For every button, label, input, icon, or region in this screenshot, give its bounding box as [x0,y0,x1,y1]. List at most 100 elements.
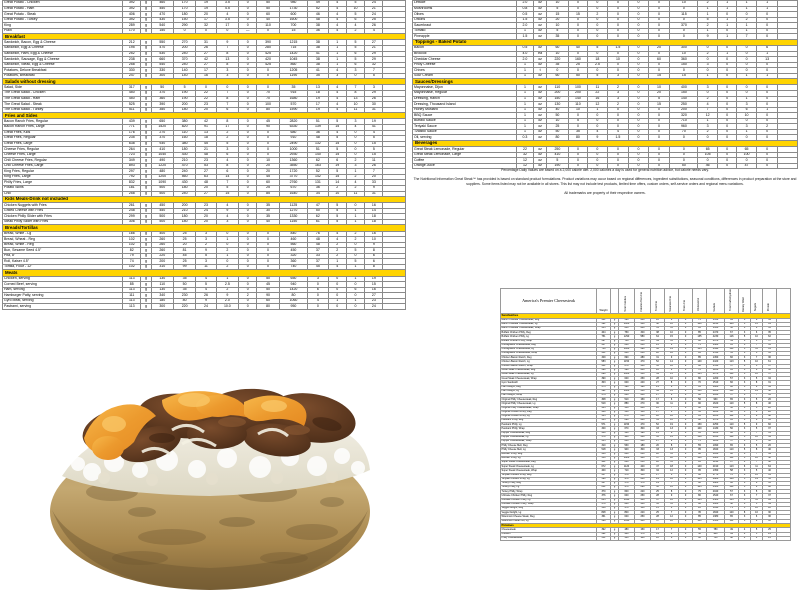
value-cell: 17 [195,67,217,74]
table-row: Philly Cheesesteak 311 g 500 180 20 8 0 60 740 48 4… [500,535,791,541]
value-cell: 289 [122,22,142,29]
table-section-header: Salads without dressing [2,78,406,86]
column-header-2: Calories from Fat [634,288,651,314]
table-row: Chives 1 t 0 0 0 0 0 0 0 0 0 0 0 [412,67,798,74]
value-cell: 330 [122,67,142,74]
table-row: Mayonnaise, Dijon 1 oz 110 100 11 2 0 10 400 3 0 0 0 [412,84,798,91]
left-nutrition-table: Great Potato - Chicken 392 g 460 170 19 3.5 0 50… [1,0,406,310]
value-cell: 470 [150,11,174,18]
column-header-7: Sodium [706,288,725,314]
value-cell: 32 [364,61,384,69]
value-cell: 360 [150,95,174,103]
unit-cell: g [140,297,152,305]
value-cell: 0 [755,117,779,125]
column-header-pad [776,288,791,314]
value-cell: 48 [724,535,739,541]
value-cell: 0 [238,61,258,69]
unit-cell: g [140,292,152,299]
table-row: Great Fries, Kids 176 g 270 110 13 2 0 0 680 36 4 0 4 [1,129,406,137]
value-cell: 430 [150,16,174,24]
value-cell: 26 [364,22,384,29]
unit-cell: oz [533,101,548,108]
value-cell: 360 [278,258,309,265]
value-cell: 0 [736,84,757,91]
value-cell [382,84,406,91]
value-cell: 0 [736,67,757,74]
value-cell: 980 [278,0,309,7]
section-label: Breads/Tortillas [2,224,406,232]
value-cell: 258 [122,61,142,69]
value-cell: 0 [755,16,779,24]
table-section-header: Fries and Sides [2,112,406,120]
value-cell: 1 [515,84,535,91]
value-cell: 2820 [278,118,309,125]
value-cell: 370 [150,90,174,97]
value-cell: 2 [238,292,258,299]
table-row: Sauerkraut 2.0 oz 10 0 0 0 0 0 370 2 1 1 0 [412,22,798,29]
value-cell [777,95,798,103]
value-cell [382,22,406,29]
value-cell: 1 [755,0,779,7]
unit-cell: oz [533,112,548,119]
value-cell [382,95,406,103]
value-cell: 0 [238,281,258,288]
value-cell: 1 [736,95,757,103]
column-header-5: Trans Fat [678,288,693,314]
value-cell: 650 [278,275,309,283]
unit-cell: g [140,303,152,310]
value-cell: 22 [195,95,217,103]
value-cell: 2.0 [515,0,535,7]
item-name: Pastrami, serving [1,303,124,310]
value-cell [382,61,406,69]
value-cell [382,286,406,294]
value-cell: 2 [587,11,608,18]
trademark-note: All trademarks are property of their res… [564,191,646,196]
value-cell [382,303,406,310]
table-row: Cheddar Cheese 2.0 oz 220 160 18 10 0 60 360 0 0 0 13 [412,56,798,63]
table-row: Wisconsin Inside Out, Lg 598 g 1090 420 47 20 0… [500,518,791,524]
value-cell: 42 [195,118,217,125]
value-cell [777,0,798,7]
section-label: Salads without dressing [2,78,406,86]
value-cell: 0 [628,67,649,74]
value-cell: 0 [755,11,779,18]
value-cell: 0 [587,22,608,29]
value-cell: 740 [706,535,725,541]
column-header-9: Dietary Fiber [738,288,751,314]
value-cell: 0 [755,95,779,103]
unit-cell: oz [533,106,548,114]
section-label: Sauces/Dressings [412,78,798,86]
table-row: Ham, serving 113 g 130 35 4 2 0 50 1420 6 0 6 16 [1,286,406,294]
table-row: The Great Salad - Steak 525 g 390 200 23 7 0 100… [1,101,406,108]
table-row: Great Steak Cheesesteak, Wrap 390 g 640 250 2… [500,376,791,382]
value-cell: 2 [736,16,757,24]
value-cell: 860 [278,61,309,69]
value-cell: 0 [628,61,649,69]
value-cell: 16 [587,95,608,103]
column-header-unit [610,288,619,314]
value-cell [777,11,798,18]
table-row: Potatoes, Breakfast 247 g 300 140 16 3 0 0 1190 35… [1,72,406,80]
section-label: Beverages [412,139,798,148]
value-cell: 26 [364,95,384,103]
table-row: Gyro Meat, serving 113 g 180 80 9 2.0 0 60 1060 4 1… [1,297,406,305]
table-section-header: Toppings - Baked Potato [412,38,798,47]
value-cell: 450 [122,95,142,103]
value-cell: g [610,535,619,541]
section-label: Fries and Sides [2,112,406,120]
value-cell: 10 [736,112,757,119]
value-cell: 1 [736,0,757,7]
table-row: Buffalo Sauce 1 oz 10 5 0 0 0 0 710 1 0 0 0 [412,117,798,125]
value-cell: 0 [587,112,608,119]
value-cell: 110 [150,281,174,288]
value-cell: 6 [364,252,384,260]
value-cell [382,252,406,260]
value-cell: 0 [238,303,258,310]
value-cell: 5 [195,252,217,260]
value-cell: 940 [278,281,309,288]
value-cell: 30 [364,101,384,108]
table-row: Pastrami, serving 113 g 300 220 24 10.0 0 80 950 0… [1,303,406,310]
unit-cell: g [140,281,152,288]
value-cell: 0 [587,0,608,7]
value-cell: 450 [122,90,142,97]
